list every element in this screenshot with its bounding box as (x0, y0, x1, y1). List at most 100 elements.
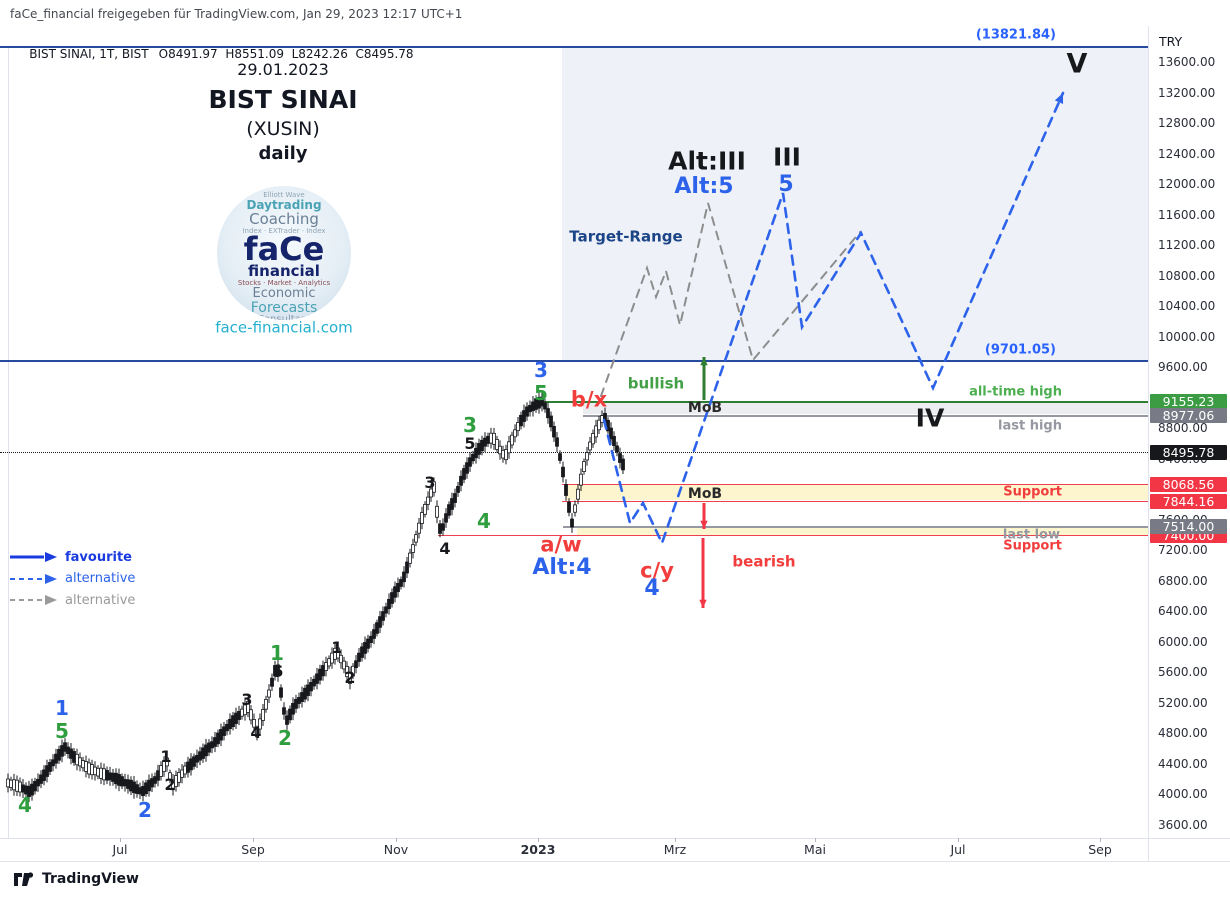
candle-body (615, 445, 619, 453)
projection-path-favourite-blue (602, 91, 1065, 547)
projection-path-alternative-gray (600, 202, 861, 397)
price-tick: 6800.00 (1158, 574, 1208, 588)
candle-body (429, 488, 433, 498)
wave-label: 2 (278, 726, 292, 750)
candle-body (81, 760, 85, 769)
candle-body (321, 665, 325, 677)
dashed-arrow-icon (10, 573, 57, 584)
tradingview-footer[interactable]: TradingView (14, 871, 139, 887)
candle-body (189, 758, 193, 771)
candle-body (390, 592, 394, 604)
candle-body (90, 764, 94, 776)
price-tick: 7200.00 (1158, 543, 1208, 557)
candle-body (267, 689, 271, 698)
level-line (543, 401, 1148, 403)
wave-label: c/y (640, 558, 674, 583)
wave-label: bullish (627, 374, 685, 393)
price-tick: 12800.00 (1158, 116, 1216, 130)
candle-body (369, 635, 373, 643)
price-tick: 10800.00 (1158, 269, 1216, 283)
candle-body (618, 453, 622, 463)
candle-body (285, 715, 289, 725)
candle-body (528, 404, 532, 413)
candle-body (432, 481, 436, 493)
candle-body (447, 504, 451, 516)
legend-item-alternative-2: alternative (8, 593, 135, 608)
website-link[interactable]: face-financial.com (215, 318, 353, 337)
candle-body (480, 439, 484, 452)
legend-item-alternative-1: alternative (8, 571, 135, 586)
logo-word: Consultant (256, 314, 312, 320)
chart-pane[interactable]: 4 1 5 2 1 2 3 4 1 5 2 1 2 3 4 3 5 4 3 5 b/x a/w Alt:4 c/y 4 beari… (0, 0, 1148, 897)
candle-body (555, 437, 559, 447)
wave-label: 1 (331, 638, 343, 657)
price-axis[interactable]: TRY (1148, 26, 1230, 861)
candle-body (222, 726, 226, 736)
wave-label: Target-Range (569, 227, 683, 246)
candle-body (108, 772, 112, 781)
price-chart-canvas[interactable] (0, 0, 1148, 838)
wave-label: MoB (687, 400, 723, 416)
candle-body (144, 782, 148, 795)
price-badge: 8068.56 (1150, 476, 1227, 492)
level-label: Support (1003, 484, 1062, 500)
wave-label: 4 (250, 723, 262, 742)
candle-body (261, 709, 265, 721)
candle-body (507, 441, 511, 454)
candle-body (84, 761, 88, 772)
pane-left-border (8, 47, 9, 838)
wave-label: 4 (18, 793, 32, 817)
candle-body (492, 432, 496, 445)
candle-body (123, 779, 127, 787)
price-tick: 4800.00 (1158, 726, 1208, 740)
price-tick: 13600.00 (1158, 55, 1216, 69)
candle-body (252, 719, 256, 728)
candle-body (387, 598, 391, 610)
candle-body (264, 698, 268, 710)
candle-body (546, 408, 550, 419)
candle-body (504, 449, 508, 461)
price-tick: 12400.00 (1158, 147, 1216, 161)
mob-arrowhead (699, 599, 707, 608)
logo-word: Economic (252, 285, 316, 301)
candle-body (570, 518, 574, 528)
candle-body (522, 410, 526, 422)
candle-body (471, 453, 475, 462)
candle-body (402, 571, 406, 583)
candle-body (18, 781, 22, 793)
price-tick: 5600.00 (1158, 665, 1208, 679)
candle-body (516, 422, 520, 432)
wave-label: MoB (687, 486, 723, 502)
candle-body (141, 786, 145, 797)
level-label: (9701.05) (984, 342, 1056, 358)
candle-body (99, 767, 103, 779)
candle-body (354, 660, 358, 669)
candle-body (6, 778, 10, 788)
candle-body (207, 742, 211, 753)
level-label: last high (998, 418, 1062, 434)
chart-title-block: 29.01.2023 BIST SINAI (XUSIN) daily (163, 60, 403, 164)
symbol-ohlc-header[interactable]: BIST SINAI, 1T, BIST O8491.97 H8551.09 L8… (14, 33, 413, 75)
candle-body (69, 748, 73, 759)
candle-body (489, 432, 493, 444)
candle-body (345, 665, 349, 678)
time-label: Nov (383, 842, 409, 857)
candle-body (93, 766, 97, 776)
time-axis[interactable]: Jul Sep Nov 2023 Mrz Mai Jul Sep (0, 838, 1148, 861)
wave-label: 2 (138, 798, 152, 822)
candle-body (156, 770, 160, 781)
footer-separator (0, 861, 1230, 862)
candle-body (399, 579, 403, 587)
candle-body (363, 642, 367, 654)
price-tick: 11200.00 (1158, 238, 1216, 252)
candle-body (66, 746, 70, 754)
instrument-ticker: (XUSIN) (246, 118, 320, 140)
price-badge: 9155.23 (1150, 393, 1227, 409)
published-chart-attribution: faCe_financial freigegeben für TradingVi… (10, 7, 463, 21)
candle-body (258, 718, 262, 730)
candle-body (117, 774, 121, 786)
candle-body (132, 781, 136, 794)
wave-label: 5 (464, 434, 476, 453)
logo-word: Stocks · Market · Analytics (237, 278, 331, 287)
level-line (563, 526, 1148, 528)
